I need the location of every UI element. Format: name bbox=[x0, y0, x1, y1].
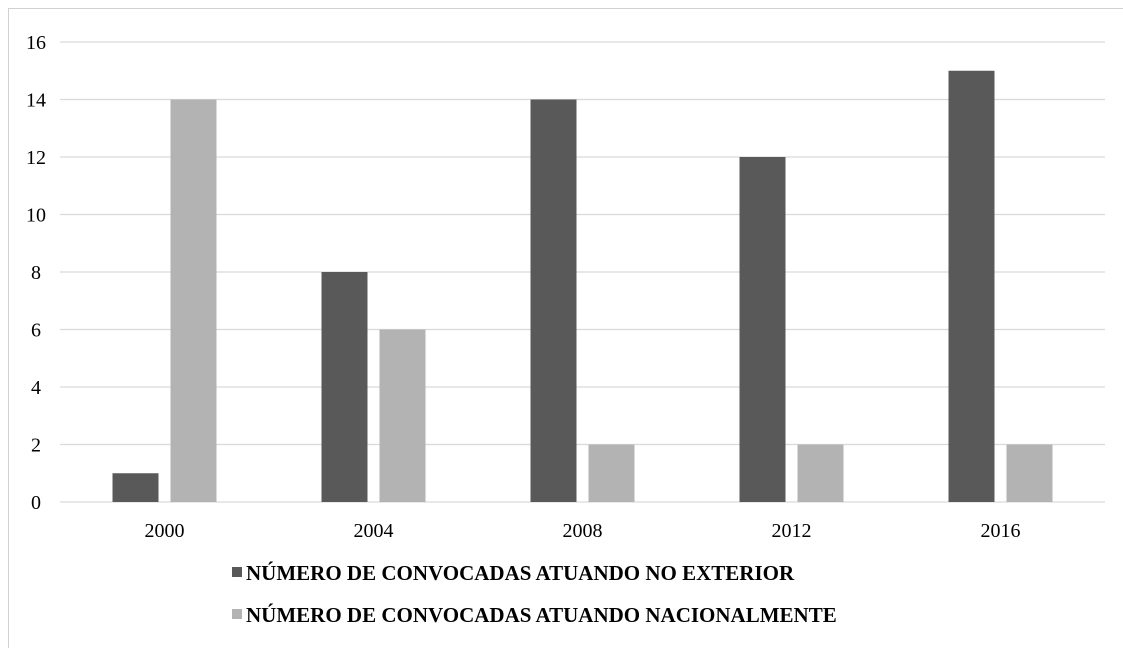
y-tick-label: 10 bbox=[26, 205, 46, 227]
y-tick-label: 8 bbox=[31, 262, 41, 284]
bar-exterior-2008 bbox=[530, 99, 577, 502]
legend-swatch bbox=[232, 609, 242, 619]
y-tick-label: 14 bbox=[26, 90, 46, 112]
y-tick-label: 16 bbox=[26, 32, 46, 54]
y-tick-label: 2 bbox=[31, 435, 41, 457]
bar-nacional-2004 bbox=[379, 329, 426, 502]
x-tick-label: 2000 bbox=[145, 520, 185, 542]
chart-frame bbox=[8, 8, 1123, 648]
bars bbox=[112, 70, 1053, 502]
x-tick-label: 2016 bbox=[981, 520, 1021, 542]
legend-label: NÚMERO DE CONVOCADAS ATUANDO NO EXTERIOR bbox=[246, 561, 795, 585]
bar-exterior-2004 bbox=[321, 272, 368, 502]
bar-exterior-2016 bbox=[948, 70, 995, 502]
legend: NÚMERO DE CONVOCADAS ATUANDO NO EXTERIOR… bbox=[232, 561, 837, 627]
y-tick-label: 0 bbox=[31, 492, 41, 514]
x-tick-label: 2012 bbox=[772, 520, 812, 542]
gridlines bbox=[60, 41, 1105, 503]
bar-nacional-2012 bbox=[797, 444, 844, 502]
x-tick-label: 2008 bbox=[563, 520, 603, 542]
bar-exterior-2000 bbox=[112, 473, 159, 502]
bar-nacional-2008 bbox=[588, 444, 635, 502]
x-tick-label: 2004 bbox=[354, 520, 394, 542]
bar-nacional-2000 bbox=[170, 99, 217, 502]
bar-nacional-2016 bbox=[1006, 444, 1053, 502]
legend-label: NÚMERO DE CONVOCADAS ATUANDO NACIONALMEN… bbox=[246, 603, 837, 627]
legend-swatch bbox=[232, 567, 242, 577]
y-tick-label: 12 bbox=[26, 147, 46, 169]
y-tick-label: 4 bbox=[31, 377, 41, 399]
y-tick-label: 6 bbox=[31, 320, 41, 342]
y-axis-ticks: 0 2 4 6 8 10 12 14 16 bbox=[26, 32, 46, 514]
bar-exterior-2012 bbox=[739, 157, 786, 502]
x-axis-ticks: 2000 2004 2008 2012 2016 bbox=[145, 520, 1021, 542]
